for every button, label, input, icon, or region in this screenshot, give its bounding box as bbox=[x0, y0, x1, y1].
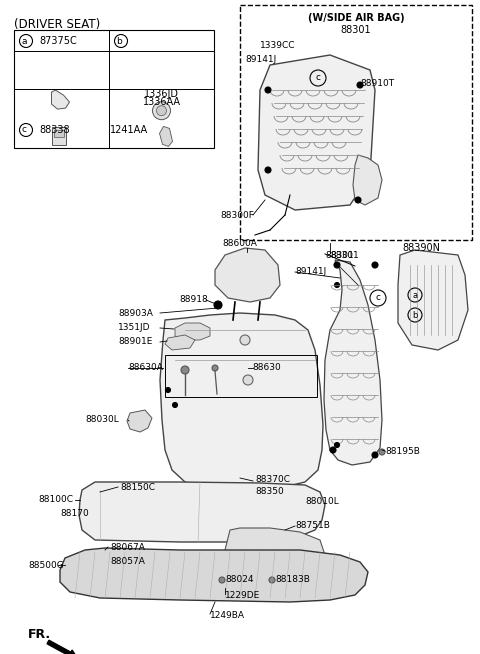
Circle shape bbox=[334, 262, 340, 268]
Text: 89141J: 89141J bbox=[245, 56, 276, 65]
Circle shape bbox=[372, 452, 378, 458]
Polygon shape bbox=[165, 335, 195, 350]
Polygon shape bbox=[324, 260, 382, 465]
Circle shape bbox=[219, 577, 225, 583]
Text: b: b bbox=[116, 37, 122, 46]
Polygon shape bbox=[160, 313, 323, 488]
Text: a: a bbox=[21, 37, 27, 46]
Text: a: a bbox=[412, 290, 418, 300]
Text: 88170: 88170 bbox=[60, 509, 89, 519]
Polygon shape bbox=[215, 248, 280, 302]
Text: 88600A: 88600A bbox=[223, 239, 257, 247]
Text: 1249BA: 1249BA bbox=[210, 610, 245, 619]
Circle shape bbox=[379, 449, 385, 455]
Polygon shape bbox=[51, 90, 70, 109]
Text: 88910T: 88910T bbox=[360, 78, 394, 88]
Text: c: c bbox=[22, 126, 26, 135]
Text: b: b bbox=[412, 311, 418, 320]
Polygon shape bbox=[398, 250, 468, 350]
Text: 88630A: 88630A bbox=[128, 362, 163, 371]
Circle shape bbox=[265, 87, 271, 93]
Text: 1241AA: 1241AA bbox=[110, 125, 148, 135]
Bar bbox=[240, 5, 472, 240]
Text: 1336JD: 1336JD bbox=[144, 90, 179, 99]
Circle shape bbox=[330, 447, 336, 453]
Circle shape bbox=[214, 301, 222, 309]
Text: 88010L: 88010L bbox=[305, 498, 339, 506]
Text: FR.: FR. bbox=[28, 628, 51, 642]
Polygon shape bbox=[159, 126, 172, 146]
Text: (W/SIDE AIR BAG): (W/SIDE AIR BAG) bbox=[308, 13, 404, 23]
Circle shape bbox=[153, 101, 170, 120]
Text: 88751B: 88751B bbox=[295, 521, 330, 530]
Text: 88100C: 88100C bbox=[38, 496, 73, 504]
Text: 88150C: 88150C bbox=[120, 483, 155, 492]
Polygon shape bbox=[127, 410, 152, 432]
Text: 1351JD: 1351JD bbox=[118, 324, 151, 332]
Circle shape bbox=[243, 375, 253, 385]
Polygon shape bbox=[79, 482, 325, 542]
Text: 88390N: 88390N bbox=[402, 243, 440, 253]
Polygon shape bbox=[51, 128, 65, 145]
Text: 88301: 88301 bbox=[330, 250, 359, 260]
Text: 88195B: 88195B bbox=[385, 447, 420, 456]
Text: 88183B: 88183B bbox=[275, 576, 310, 585]
Polygon shape bbox=[353, 155, 382, 205]
Bar bbox=[165, 355, 317, 397]
Circle shape bbox=[357, 82, 363, 88]
Text: 88370C: 88370C bbox=[255, 475, 290, 485]
Bar bbox=[14, 30, 214, 148]
Polygon shape bbox=[53, 130, 63, 137]
Text: c: c bbox=[375, 294, 381, 303]
Text: (DRIVER SEAT): (DRIVER SEAT) bbox=[14, 18, 100, 31]
Circle shape bbox=[172, 402, 178, 407]
Text: 1336AA: 1336AA bbox=[143, 97, 180, 107]
Text: 88301: 88301 bbox=[325, 250, 354, 260]
Circle shape bbox=[166, 388, 170, 392]
Circle shape bbox=[355, 197, 361, 203]
Text: c: c bbox=[315, 73, 321, 82]
Polygon shape bbox=[225, 528, 325, 575]
Text: 88500G: 88500G bbox=[28, 560, 64, 570]
Circle shape bbox=[212, 365, 218, 371]
Polygon shape bbox=[258, 55, 375, 210]
Text: 88300F: 88300F bbox=[220, 211, 254, 220]
Text: 1229DE: 1229DE bbox=[225, 591, 260, 600]
Text: 88901E: 88901E bbox=[118, 337, 152, 347]
Text: 88301: 88301 bbox=[341, 25, 372, 35]
Text: 88918: 88918 bbox=[179, 294, 208, 303]
Text: 1339CC: 1339CC bbox=[260, 41, 296, 50]
Circle shape bbox=[269, 577, 275, 583]
Text: 88067A: 88067A bbox=[110, 543, 145, 551]
Text: 88024: 88024 bbox=[225, 576, 253, 585]
Circle shape bbox=[156, 106, 167, 116]
Circle shape bbox=[372, 262, 378, 268]
FancyArrow shape bbox=[47, 640, 77, 654]
Text: 89141J: 89141J bbox=[295, 267, 326, 277]
Text: 88338: 88338 bbox=[39, 125, 70, 135]
Text: 88030L: 88030L bbox=[85, 415, 119, 424]
Text: 88057A: 88057A bbox=[110, 557, 145, 566]
Polygon shape bbox=[60, 548, 368, 602]
Text: 88350: 88350 bbox=[255, 487, 284, 496]
Circle shape bbox=[181, 366, 189, 374]
Circle shape bbox=[265, 167, 271, 173]
Text: 88630: 88630 bbox=[252, 362, 281, 371]
Circle shape bbox=[335, 283, 339, 288]
Circle shape bbox=[240, 335, 250, 345]
Polygon shape bbox=[175, 323, 210, 340]
Circle shape bbox=[335, 443, 339, 447]
Text: 87375C: 87375C bbox=[39, 36, 77, 46]
Text: 88903A: 88903A bbox=[118, 309, 153, 317]
